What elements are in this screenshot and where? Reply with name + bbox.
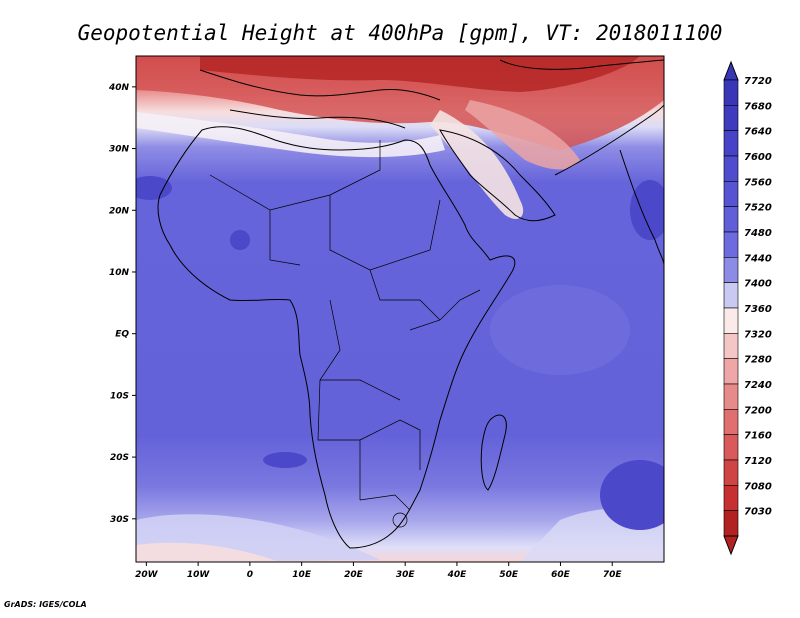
x-tick-label: 0 bbox=[247, 570, 253, 580]
colorbar-label: 7080 bbox=[744, 481, 772, 492]
colorbar-swatch bbox=[723, 130, 739, 157]
colorbar-swatch bbox=[723, 510, 739, 537]
arabia-coast bbox=[439, 129, 556, 222]
colorbar-swatch bbox=[723, 105, 739, 131]
colorbar-swatch bbox=[723, 485, 739, 511]
border-angola-namibia bbox=[317, 379, 361, 500]
x-tick-label: 10W bbox=[187, 570, 211, 580]
y-tick-label: 10N bbox=[109, 268, 130, 278]
colorbar-swatch bbox=[723, 282, 739, 309]
colorbar-swatch bbox=[723, 231, 739, 258]
south-warm-band bbox=[136, 542, 280, 562]
colorbar: 7720 7680 7640 7600 7560 7520 7480 7440 7400 7360… bbox=[723, 60, 772, 556]
credit-text: GrADS: IGES/COLA bbox=[4, 600, 87, 609]
colorbar-swatch bbox=[723, 307, 739, 334]
colorbar-label: 7520 bbox=[744, 203, 772, 214]
height-field bbox=[136, 56, 664, 562]
dark-patch-west bbox=[136, 176, 172, 200]
colorbar-label: 7160 bbox=[744, 431, 772, 442]
border-zambia-moz bbox=[359, 419, 421, 470]
colorbar-label: 7320 bbox=[744, 329, 772, 340]
colorbar-label: 7120 bbox=[744, 456, 772, 467]
border-south bbox=[359, 494, 411, 511]
border-cent-africa bbox=[369, 269, 441, 321]
colorbar-label: 7200 bbox=[744, 405, 772, 416]
colorbar-swatch bbox=[723, 181, 739, 207]
mediterranean-south bbox=[229, 109, 406, 129]
x-tick-label: 60E bbox=[551, 570, 571, 580]
lesotho-border bbox=[392, 512, 408, 528]
dark-patch-southeast bbox=[600, 460, 664, 530]
y-tick-label: 30S bbox=[110, 515, 129, 525]
x-tick-label: 30E bbox=[396, 570, 416, 580]
black-sea-caspian bbox=[499, 59, 664, 70]
colorbar-label: 7030 bbox=[744, 507, 772, 518]
colorbar-swatch bbox=[723, 155, 739, 182]
colorbar-label: 7280 bbox=[744, 355, 772, 366]
madagascar-coast bbox=[480, 414, 507, 491]
y-tick-label: 20N bbox=[109, 206, 130, 216]
country-borders bbox=[209, 140, 481, 528]
colorbar-swatch bbox=[723, 383, 739, 410]
colorbar-label: 7560 bbox=[744, 177, 772, 188]
colorbar-swatch bbox=[723, 206, 739, 233]
coastlines bbox=[157, 59, 664, 549]
y-tick-label: 40N bbox=[108, 83, 130, 93]
x-axis: 20W 10W 0 10E 20E 30E 40E 50E 60E 70E bbox=[135, 562, 622, 580]
y-tick-label: 10S bbox=[110, 391, 129, 401]
colorbar-top-arrow bbox=[723, 60, 739, 81]
colorbar-label: 7480 bbox=[744, 228, 772, 239]
arabia-tongue-light bbox=[430, 110, 524, 220]
border-west bbox=[269, 210, 301, 266]
colorbar-swatch bbox=[723, 79, 739, 106]
warm-core bbox=[200, 56, 640, 92]
x-tick-label: 20E bbox=[344, 570, 364, 580]
colorbar-swatch bbox=[723, 358, 739, 385]
colorbar-label: 7400 bbox=[744, 279, 772, 290]
x-tick-label: 50E bbox=[499, 570, 519, 580]
colorbar-label: 7680 bbox=[744, 101, 772, 112]
india-coast bbox=[619, 149, 664, 266]
x-tick-label: 70E bbox=[603, 570, 623, 580]
colorbar-bottom-arrow bbox=[723, 535, 739, 556]
y-axis: 40N 30N 20N 10N EQ 10S 20S 30S bbox=[108, 83, 136, 525]
y-tick-label: 20S bbox=[110, 453, 129, 463]
plot-frame bbox=[135, 55, 665, 563]
colorbar-swatch bbox=[723, 434, 739, 461]
dark-patch-south bbox=[263, 452, 307, 468]
y-tick-label: 30N bbox=[109, 145, 130, 155]
x-tick-label: 10E bbox=[292, 570, 312, 580]
colorbar-label: 7640 bbox=[744, 127, 772, 138]
africa-coast bbox=[157, 126, 516, 549]
dark-patch-east bbox=[630, 180, 664, 240]
colorbar-swatch bbox=[723, 409, 739, 435]
colorbar-label: 7440 bbox=[744, 253, 772, 264]
y-tick-label: EQ bbox=[115, 330, 129, 340]
map-title: Geopotential Height at 400hPa [gpm], VT:… bbox=[78, 21, 723, 45]
arabia-tongue-warm bbox=[465, 100, 580, 170]
mediterranean-north bbox=[199, 69, 441, 101]
border-east bbox=[409, 289, 481, 331]
colorbar-label: 7600 bbox=[744, 152, 772, 163]
x-tick-label: 20W bbox=[135, 570, 159, 580]
dark-patch-sahel bbox=[230, 230, 250, 250]
colorbar-label: 7720 bbox=[744, 76, 772, 87]
light-patch-ocean bbox=[490, 285, 630, 375]
colorbar-label: 7360 bbox=[744, 304, 772, 315]
persia-coast bbox=[554, 104, 664, 176]
colorbar-swatch bbox=[723, 459, 739, 486]
transition-band bbox=[136, 112, 445, 158]
colorbar-swatch bbox=[723, 257, 739, 283]
colorbar-label: 7240 bbox=[744, 380, 772, 391]
colorbar-swatch bbox=[723, 333, 739, 359]
x-tick-label: 40E bbox=[447, 570, 468, 580]
